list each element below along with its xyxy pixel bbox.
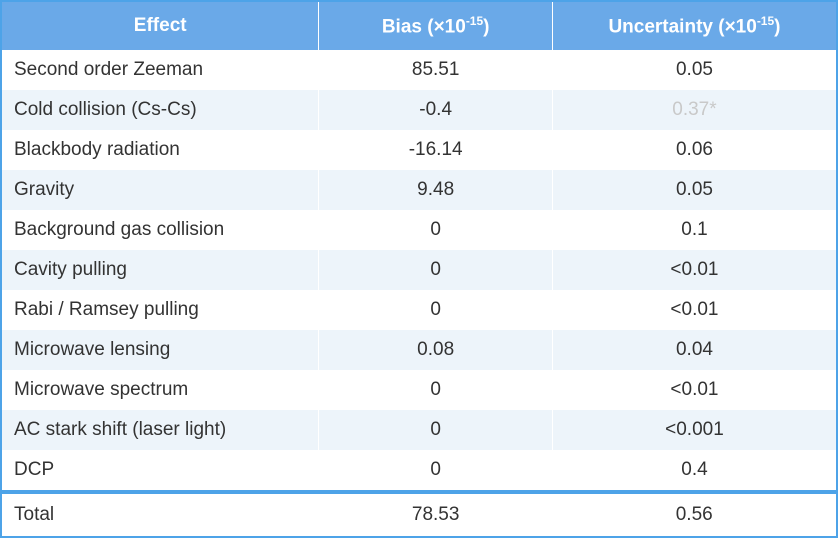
- cell-effect: Cavity pulling: [2, 250, 319, 290]
- cell-bias: 0: [319, 250, 553, 290]
- cell-effect: DCP: [2, 450, 319, 492]
- table-row: Microwave spectrum0<0.01: [2, 370, 836, 410]
- header-unc-prefix: Uncertainty (×10: [608, 16, 756, 37]
- table-body: Second order Zeeman85.510.05Cold collisi…: [2, 50, 836, 492]
- header-bias-suffix: ): [483, 16, 489, 37]
- cell-uncertainty: <0.01: [552, 370, 836, 410]
- cell-bias: 0: [319, 370, 553, 410]
- header-uncertainty: Uncertainty (×10-15): [552, 2, 836, 50]
- table-row: Background gas collision00.1: [2, 210, 836, 250]
- total-label: Total: [2, 492, 319, 536]
- cell-uncertainty: 0.04: [552, 330, 836, 370]
- header-unc-suffix: ): [774, 16, 780, 37]
- cell-effect: Second order Zeeman: [2, 50, 319, 90]
- cell-bias: -16.14: [319, 130, 553, 170]
- table-row: Cavity pulling0<0.01: [2, 250, 836, 290]
- cell-uncertainty: 0.05: [552, 170, 836, 210]
- cell-effect: Blackbody radiation: [2, 130, 319, 170]
- cell-uncertainty: <0.01: [552, 250, 836, 290]
- cell-uncertainty: <0.01: [552, 290, 836, 330]
- cell-uncertainty: 0.37*: [552, 90, 836, 130]
- table-row: Cold collision (Cs-Cs)-0.40.37*: [2, 90, 836, 130]
- systematic-effects-table: Effect Bias (×10-15) Uncertainty (×10-15…: [0, 0, 838, 538]
- header-bias: Bias (×10-15): [319, 2, 553, 50]
- cell-effect: Rabi / Ramsey pulling: [2, 290, 319, 330]
- cell-bias: 9.48: [319, 170, 553, 210]
- total-bias: 78.53: [319, 492, 553, 536]
- table-row: Rabi / Ramsey pulling0<0.01: [2, 290, 836, 330]
- table-row: Microwave lensing0.080.04: [2, 330, 836, 370]
- table: Effect Bias (×10-15) Uncertainty (×10-15…: [2, 2, 836, 536]
- cell-bias: 0: [319, 210, 553, 250]
- cell-bias: 0: [319, 450, 553, 492]
- cell-uncertainty: 0.06: [552, 130, 836, 170]
- total-uncertainty: 0.56: [552, 492, 836, 536]
- cell-uncertainty: 0.4: [552, 450, 836, 492]
- cell-uncertainty: 0.1: [552, 210, 836, 250]
- cell-bias: 85.51: [319, 50, 553, 90]
- cell-bias: 0.08: [319, 330, 553, 370]
- cell-effect: Microwave spectrum: [2, 370, 319, 410]
- header-bias-sup: -15: [466, 14, 483, 28]
- table-row: Gravity9.480.05: [2, 170, 836, 210]
- table-row: Second order Zeeman85.510.05: [2, 50, 836, 90]
- cell-effect: Background gas collision: [2, 210, 319, 250]
- table-row: DCP00.4: [2, 450, 836, 492]
- cell-bias: 0: [319, 410, 553, 450]
- header-effect: Effect: [2, 2, 319, 50]
- cell-bias: -0.4: [319, 90, 553, 130]
- cell-effect: Gravity: [2, 170, 319, 210]
- table-row: AC stark shift (laser light)0<0.001: [2, 410, 836, 450]
- cell-effect: AC stark shift (laser light): [2, 410, 319, 450]
- cell-uncertainty: <0.001: [552, 410, 836, 450]
- cell-uncertainty: 0.05: [552, 50, 836, 90]
- cell-effect: Cold collision (Cs-Cs): [2, 90, 319, 130]
- header-bias-prefix: Bias (×10: [382, 16, 466, 37]
- cell-bias: 0: [319, 290, 553, 330]
- header-row: Effect Bias (×10-15) Uncertainty (×10-15…: [2, 2, 836, 50]
- header-unc-sup: -15: [757, 14, 774, 28]
- cell-effect: Microwave lensing: [2, 330, 319, 370]
- total-row: Total 78.53 0.56: [2, 492, 836, 536]
- table-row: Blackbody radiation-16.140.06: [2, 130, 836, 170]
